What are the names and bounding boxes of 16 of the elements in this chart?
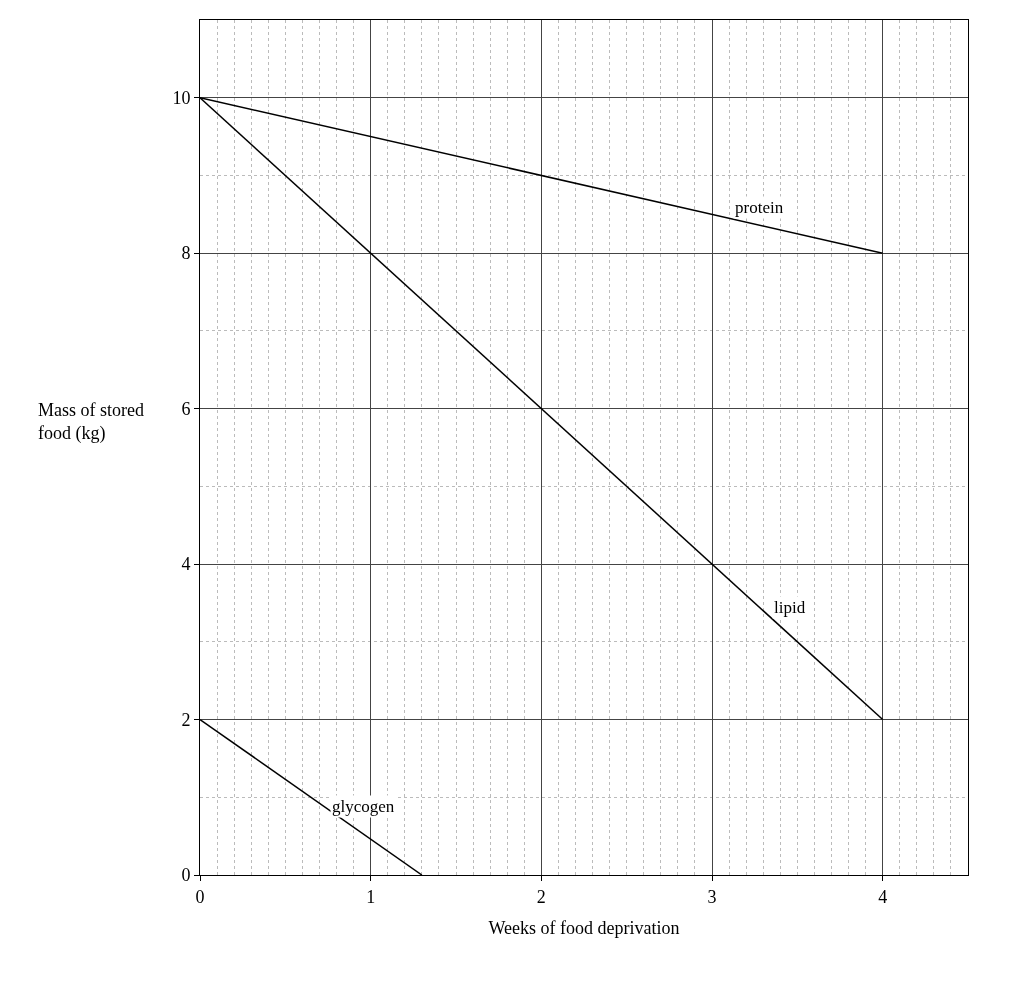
x-tick-label: 4 [878,886,888,907]
y-tick-label: 6 [181,398,191,419]
x-tick-label: 0 [195,886,205,907]
y-tick-label: 8 [181,243,191,264]
y-tick-label: 0 [181,865,191,886]
y-tick-label: 10 [172,88,191,109]
series-label: protein [735,198,784,217]
series-label: lipid [774,598,806,617]
x-tick-label: 1 [366,886,376,907]
series-label: glycogen [332,797,395,816]
x-axis-title: Weeks of food deprivation [488,917,680,938]
y-tick-label: 2 [181,709,191,730]
y-tick-label: 4 [181,554,191,575]
y-axis-title: Mass of stored food (kg) [38,400,144,445]
x-tick-label: 3 [707,886,717,907]
x-tick-label: 2 [536,886,546,907]
